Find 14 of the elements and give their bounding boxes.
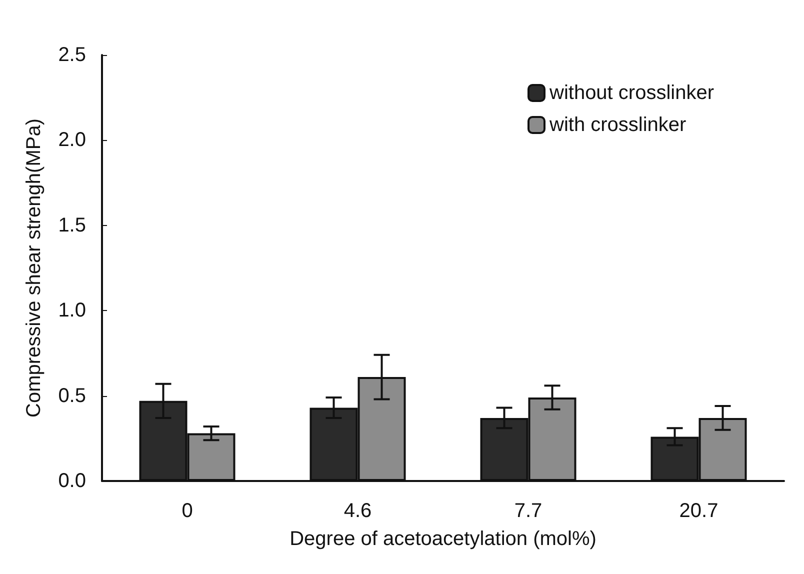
y-tick-label: 2.5 — [58, 44, 86, 66]
y-tick-label: 1.0 — [58, 300, 86, 322]
y-tick-label: 2.0 — [58, 129, 86, 152]
x-tick-label: 4.6 — [344, 500, 372, 522]
y-axis-title: Compressive shear strengh(MPa) — [23, 118, 45, 418]
x-tick-label: 7.7 — [514, 500, 542, 522]
legend-label: with crosslinker — [548, 114, 687, 136]
y-tick-label: 1.5 — [58, 214, 86, 236]
legend-label: without crosslinker — [548, 82, 714, 104]
y-tick-label: 0.5 — [58, 384, 86, 407]
x-axis-title: Degree of acetoacetylation (mol%) — [290, 528, 596, 550]
x-tick-label: 0 — [182, 500, 193, 522]
x-tick-label: 20.7 — [679, 500, 718, 522]
y-tick-label: 0.0 — [58, 470, 86, 492]
